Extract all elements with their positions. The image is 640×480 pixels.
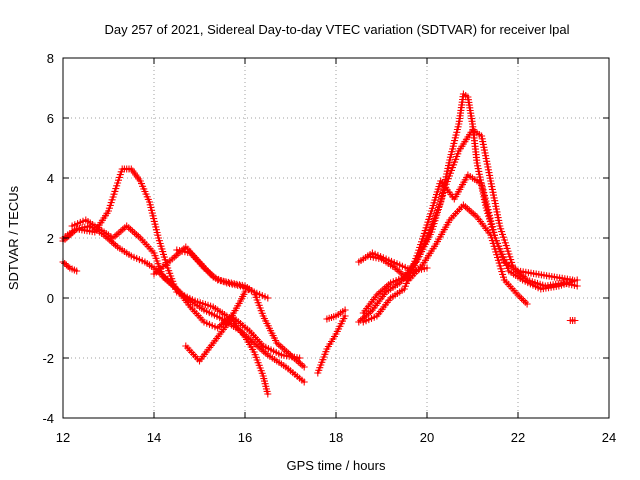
data-series-8	[314, 312, 349, 377]
y-tick-label: -2	[42, 351, 54, 366]
y-tick-label: -4	[42, 411, 54, 426]
grid	[63, 58, 609, 418]
x-tick-label: 16	[238, 430, 252, 445]
data-layer	[59, 90, 581, 398]
x-tick-label: 24	[602, 430, 616, 445]
data-series-15	[566, 317, 579, 324]
y-tick-label: 6	[47, 111, 54, 126]
data-series-9	[323, 306, 349, 323]
data-series-3	[68, 216, 304, 362]
y-axis-label: SDTVAR / TECUs	[6, 185, 21, 290]
chart-title: Day 257 of 2021, Sidereal Day-to-day VTE…	[104, 22, 569, 37]
plus-markers	[323, 306, 349, 323]
data-series-6	[182, 288, 249, 365]
plus-markers	[68, 216, 304, 362]
plus-markers	[355, 249, 431, 275]
plus-markers	[314, 312, 349, 377]
plus-markers	[150, 243, 272, 302]
x-tick-label: 14	[147, 430, 161, 445]
plus-markers	[359, 171, 581, 326]
series-track	[70, 218, 301, 360]
plus-markers	[359, 126, 581, 317]
x-tick-label: 18	[329, 430, 343, 445]
y-tick-label: 0	[47, 291, 54, 306]
plus-markers	[566, 317, 579, 324]
data-series-5	[150, 243, 272, 302]
data-series-14	[355, 249, 431, 275]
series-track	[362, 173, 579, 324]
data-series-12	[359, 171, 581, 326]
y-tick-label: 8	[47, 51, 54, 66]
x-tick-label: 22	[511, 430, 525, 445]
y-tick-label: 4	[47, 171, 54, 186]
x-tick-label: 12	[56, 430, 70, 445]
x-tick-label: 20	[420, 430, 434, 445]
plus-markers	[182, 288, 249, 365]
y-tick-label: 2	[47, 231, 54, 246]
data-series-13	[364, 201, 531, 308]
x-axis-label: GPS time / hours	[287, 458, 386, 473]
